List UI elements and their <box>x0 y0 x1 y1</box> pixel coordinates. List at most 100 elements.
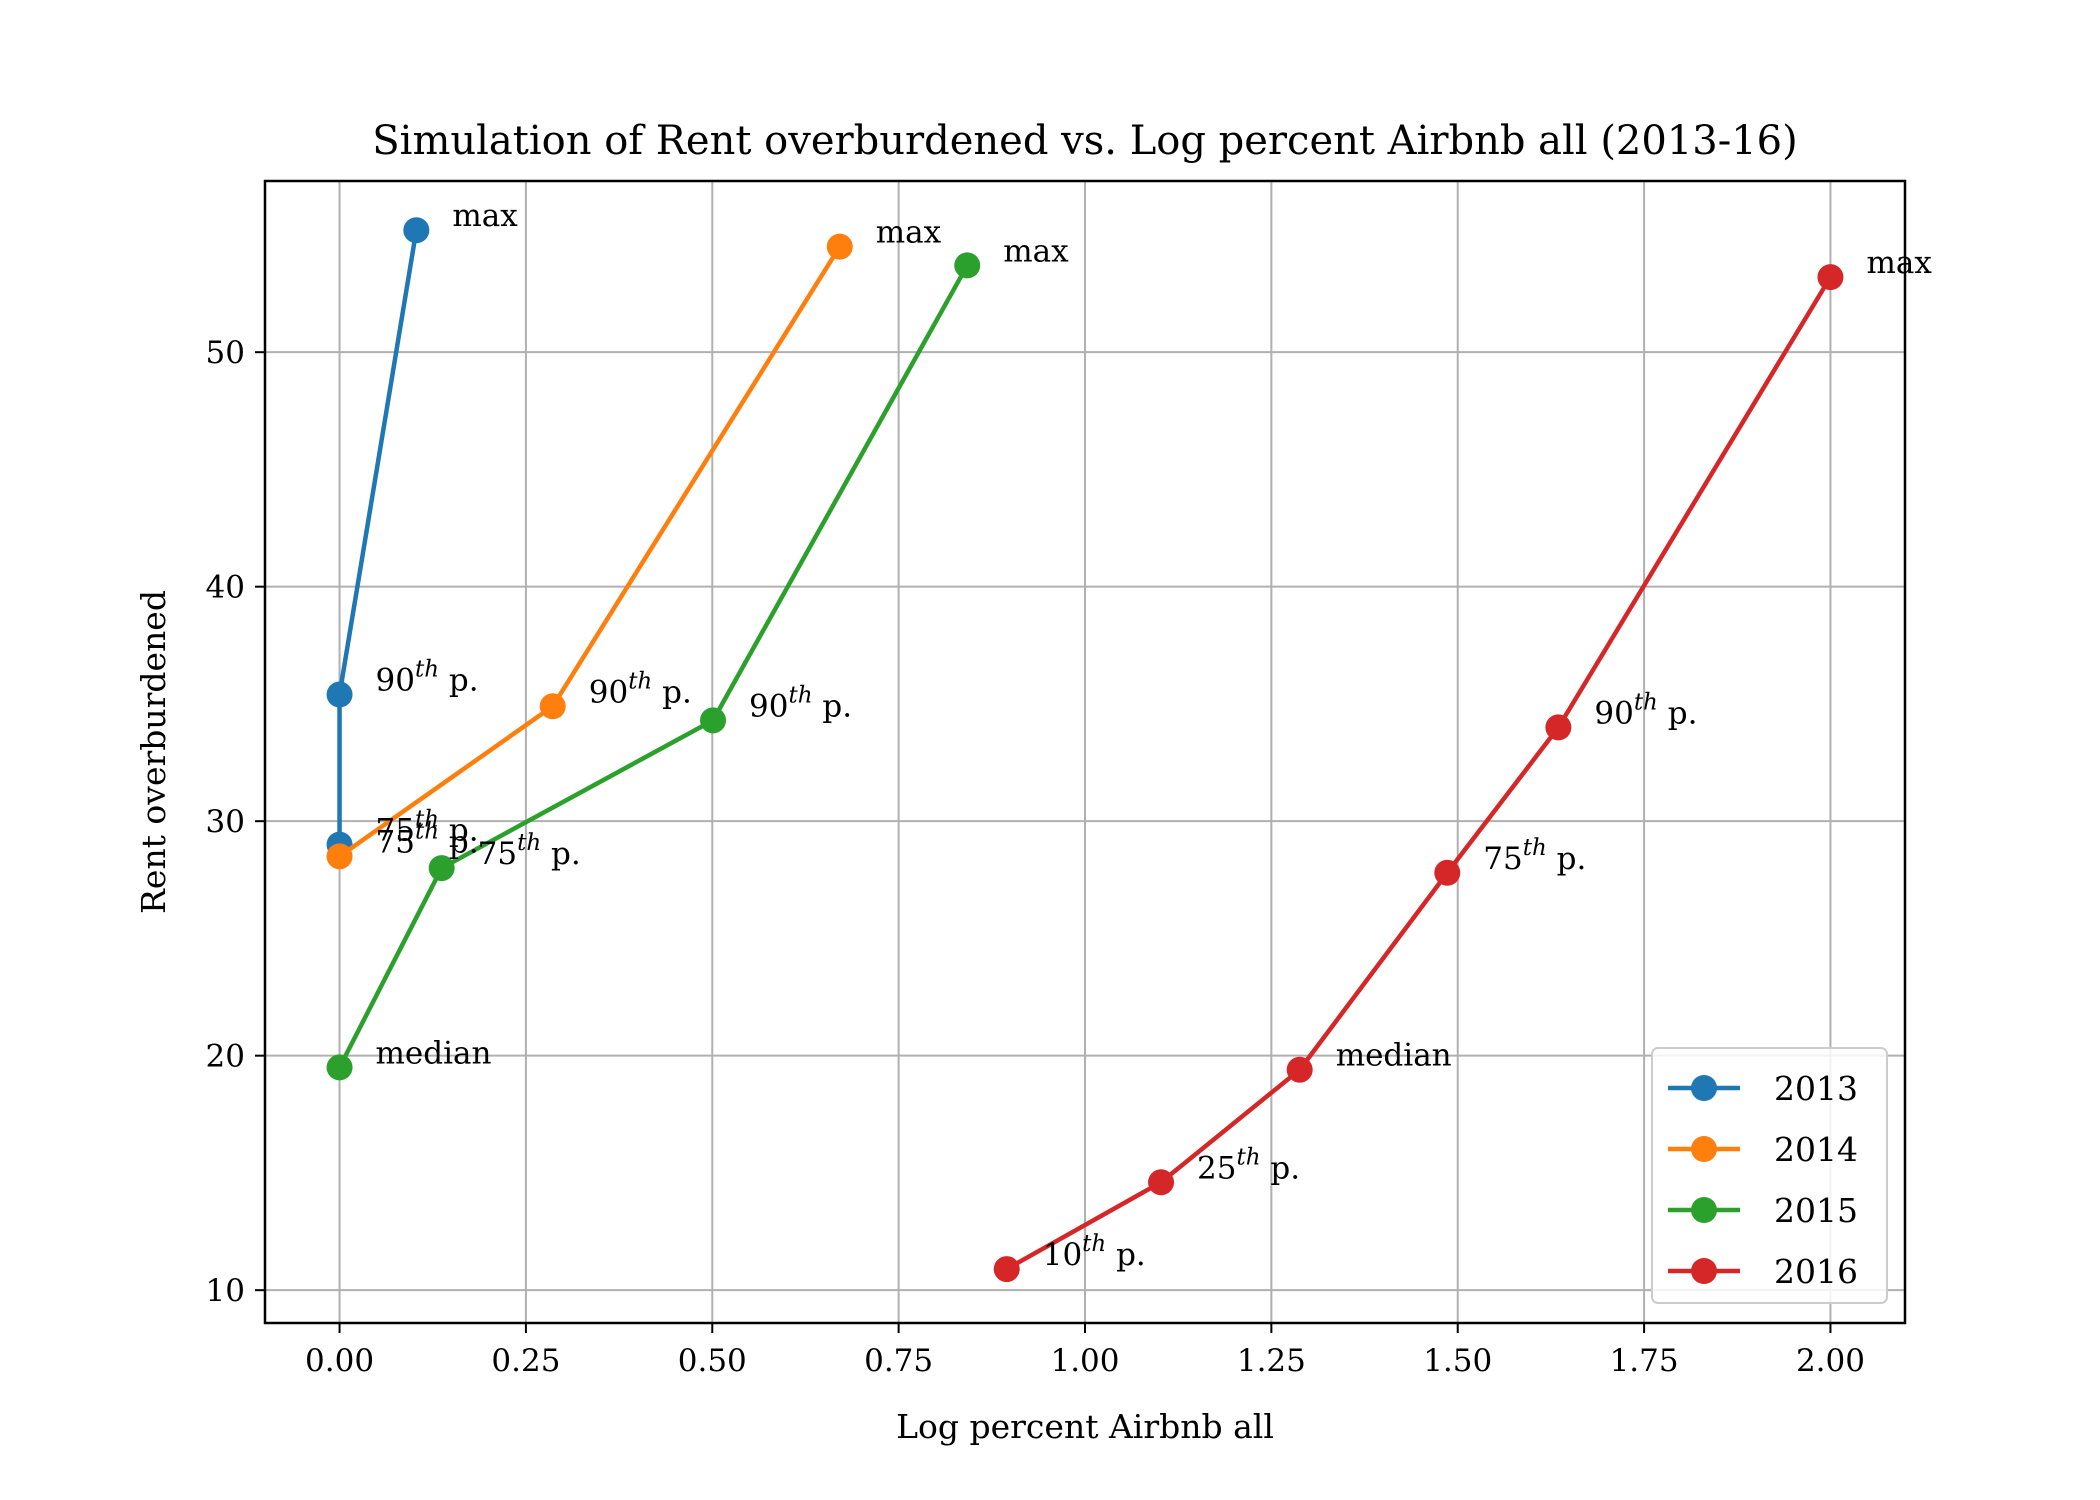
point-annotation: 25th p. <box>1197 1144 1300 1186</box>
annotation-main: 75 <box>376 813 415 849</box>
legend-marker <box>1691 1075 1717 1101</box>
series-2013 <box>326 217 430 858</box>
chart-title: Simulation of Rent overburdened vs. Log … <box>372 118 1798 164</box>
annotation-main: 75 <box>1483 841 1522 877</box>
point-annotation: 90th p. <box>376 657 479 699</box>
annotation-suffix: p. <box>439 824 479 860</box>
data-point-2014 <box>326 843 353 870</box>
legend-label: 2016 <box>1774 1252 1858 1291</box>
ticks: 0.00 0.25 0.50 0.75 1.00 1.25 1.50 1.75 2.00 10 20… <box>206 335 1865 1379</box>
x-tick-label: 2.00 <box>1796 1343 1865 1379</box>
annotation-suffix: p. <box>1106 1237 1146 1273</box>
annotation-main: max <box>1866 245 1932 281</box>
y-tick-label: 20 <box>206 1039 245 1075</box>
point-annotation: max <box>452 198 518 234</box>
annotation-superscript: th <box>1634 689 1658 715</box>
annotation-main: median <box>1336 1038 1452 1074</box>
annotation-superscript: th <box>1523 835 1547 861</box>
legend-marker <box>1691 1197 1717 1223</box>
y-tick-label: 40 <box>206 570 245 606</box>
data-point-2015 <box>326 1054 353 1081</box>
legend-label: 2014 <box>1774 1130 1858 1169</box>
annotation-suffix: p. <box>813 688 853 724</box>
legend-box <box>1651 1047 1888 1304</box>
point-annotation: 90th p. <box>589 668 692 710</box>
legend-item-2016: 2016 <box>1668 1252 1858 1291</box>
annotation-superscript: th <box>415 818 439 844</box>
point-annotation: max <box>876 215 942 251</box>
legend-marker <box>1691 1136 1717 1162</box>
series-line-2016 <box>1005 275 1833 1272</box>
point-annotation: 10th p. <box>1043 1231 1146 1273</box>
annotation-main: 90 <box>376 663 415 699</box>
y-tick-label: 10 <box>206 1273 245 1309</box>
annotation-superscript: th <box>788 682 812 708</box>
annotation-suffix: p. <box>1547 841 1587 877</box>
annotation-superscript: th <box>517 830 541 856</box>
point-annotation: max <box>1866 245 1932 281</box>
annotation-main: 90 <box>1594 695 1633 731</box>
x-axis-label: Log percent Airbnb all <box>896 1407 1274 1446</box>
annotation-superscript: th <box>1082 1231 1106 1257</box>
data-point-2015 <box>954 252 981 279</box>
data-point-2016 <box>1545 714 1572 741</box>
grid <box>265 181 1905 1323</box>
point-annotation: median <box>1336 1038 1452 1074</box>
series-2015 <box>326 252 981 1081</box>
series-layer <box>326 217 1844 1283</box>
x-tick-label: 0.75 <box>864 1343 933 1379</box>
annotation-main: 75 <box>376 824 415 860</box>
series-2014 <box>326 233 853 870</box>
legend: 2013 2014 2015 2016 <box>1651 1047 1888 1304</box>
legend-label: 2013 <box>1774 1069 1858 1108</box>
annotation-suffix: p. <box>541 836 581 872</box>
annotation-superscript: th <box>628 668 652 694</box>
legend-item-2013: 2013 <box>1668 1069 1858 1108</box>
annotation-main: 10 <box>1043 1237 1082 1273</box>
x-tick-label: 1.25 <box>1237 1343 1306 1379</box>
point-annotation: 75th p. <box>376 807 479 849</box>
data-point-2015 <box>700 707 727 734</box>
annotation-main: max <box>452 198 518 234</box>
data-point-2014 <box>826 233 853 260</box>
annotation-main: 25 <box>1197 1150 1236 1186</box>
legend-marker <box>1691 1258 1717 1284</box>
legend-item-2014: 2014 <box>1668 1130 1858 1169</box>
point-annotation: 75th p. <box>1483 835 1586 877</box>
x-tick-label: 0.25 <box>491 1343 560 1379</box>
annotation-main: 75 <box>478 836 517 872</box>
x-tick-label: 0.00 <box>305 1343 374 1379</box>
data-point-2013 <box>403 217 430 244</box>
annotation-superscript: th <box>415 657 439 683</box>
y-tick-label: 30 <box>206 804 245 840</box>
y-axis-label: Rent overburdened <box>134 590 173 914</box>
data-point-2016 <box>1286 1056 1313 1083</box>
point-annotation: median <box>376 1035 492 1071</box>
annotation-suffix: p. <box>1658 695 1698 731</box>
annotation-suffix: p. <box>1261 1150 1301 1186</box>
data-point-2015 <box>428 855 455 882</box>
annotation-suffix: p. <box>439 663 479 699</box>
data-point-2016 <box>1817 264 1844 291</box>
data-point-2016 <box>1148 1169 1175 1196</box>
legend-label: 2015 <box>1774 1191 1858 1230</box>
data-point-2016 <box>1434 859 1461 886</box>
point-annotation: 75th p. <box>376 818 479 860</box>
y-tick-label: 50 <box>206 335 245 371</box>
annotation-main: 90 <box>749 688 788 724</box>
data-point-2016 <box>993 1256 1020 1283</box>
annotation-main: median <box>376 1035 492 1071</box>
point-annotation: 75th p. <box>478 830 581 872</box>
series-2016 <box>993 264 1844 1283</box>
data-point-2013 <box>326 681 353 708</box>
x-tick-label: 1.75 <box>1610 1343 1679 1379</box>
x-tick-label: 0.50 <box>678 1343 747 1379</box>
x-tick-label: 1.50 <box>1423 1343 1492 1379</box>
x-tick-label: 1.00 <box>1050 1343 1119 1379</box>
point-annotation: 90th p. <box>1594 689 1697 731</box>
annotation-main: max <box>1003 233 1069 269</box>
point-annotation: 90th p. <box>749 682 852 724</box>
annotation-main: max <box>876 215 942 251</box>
